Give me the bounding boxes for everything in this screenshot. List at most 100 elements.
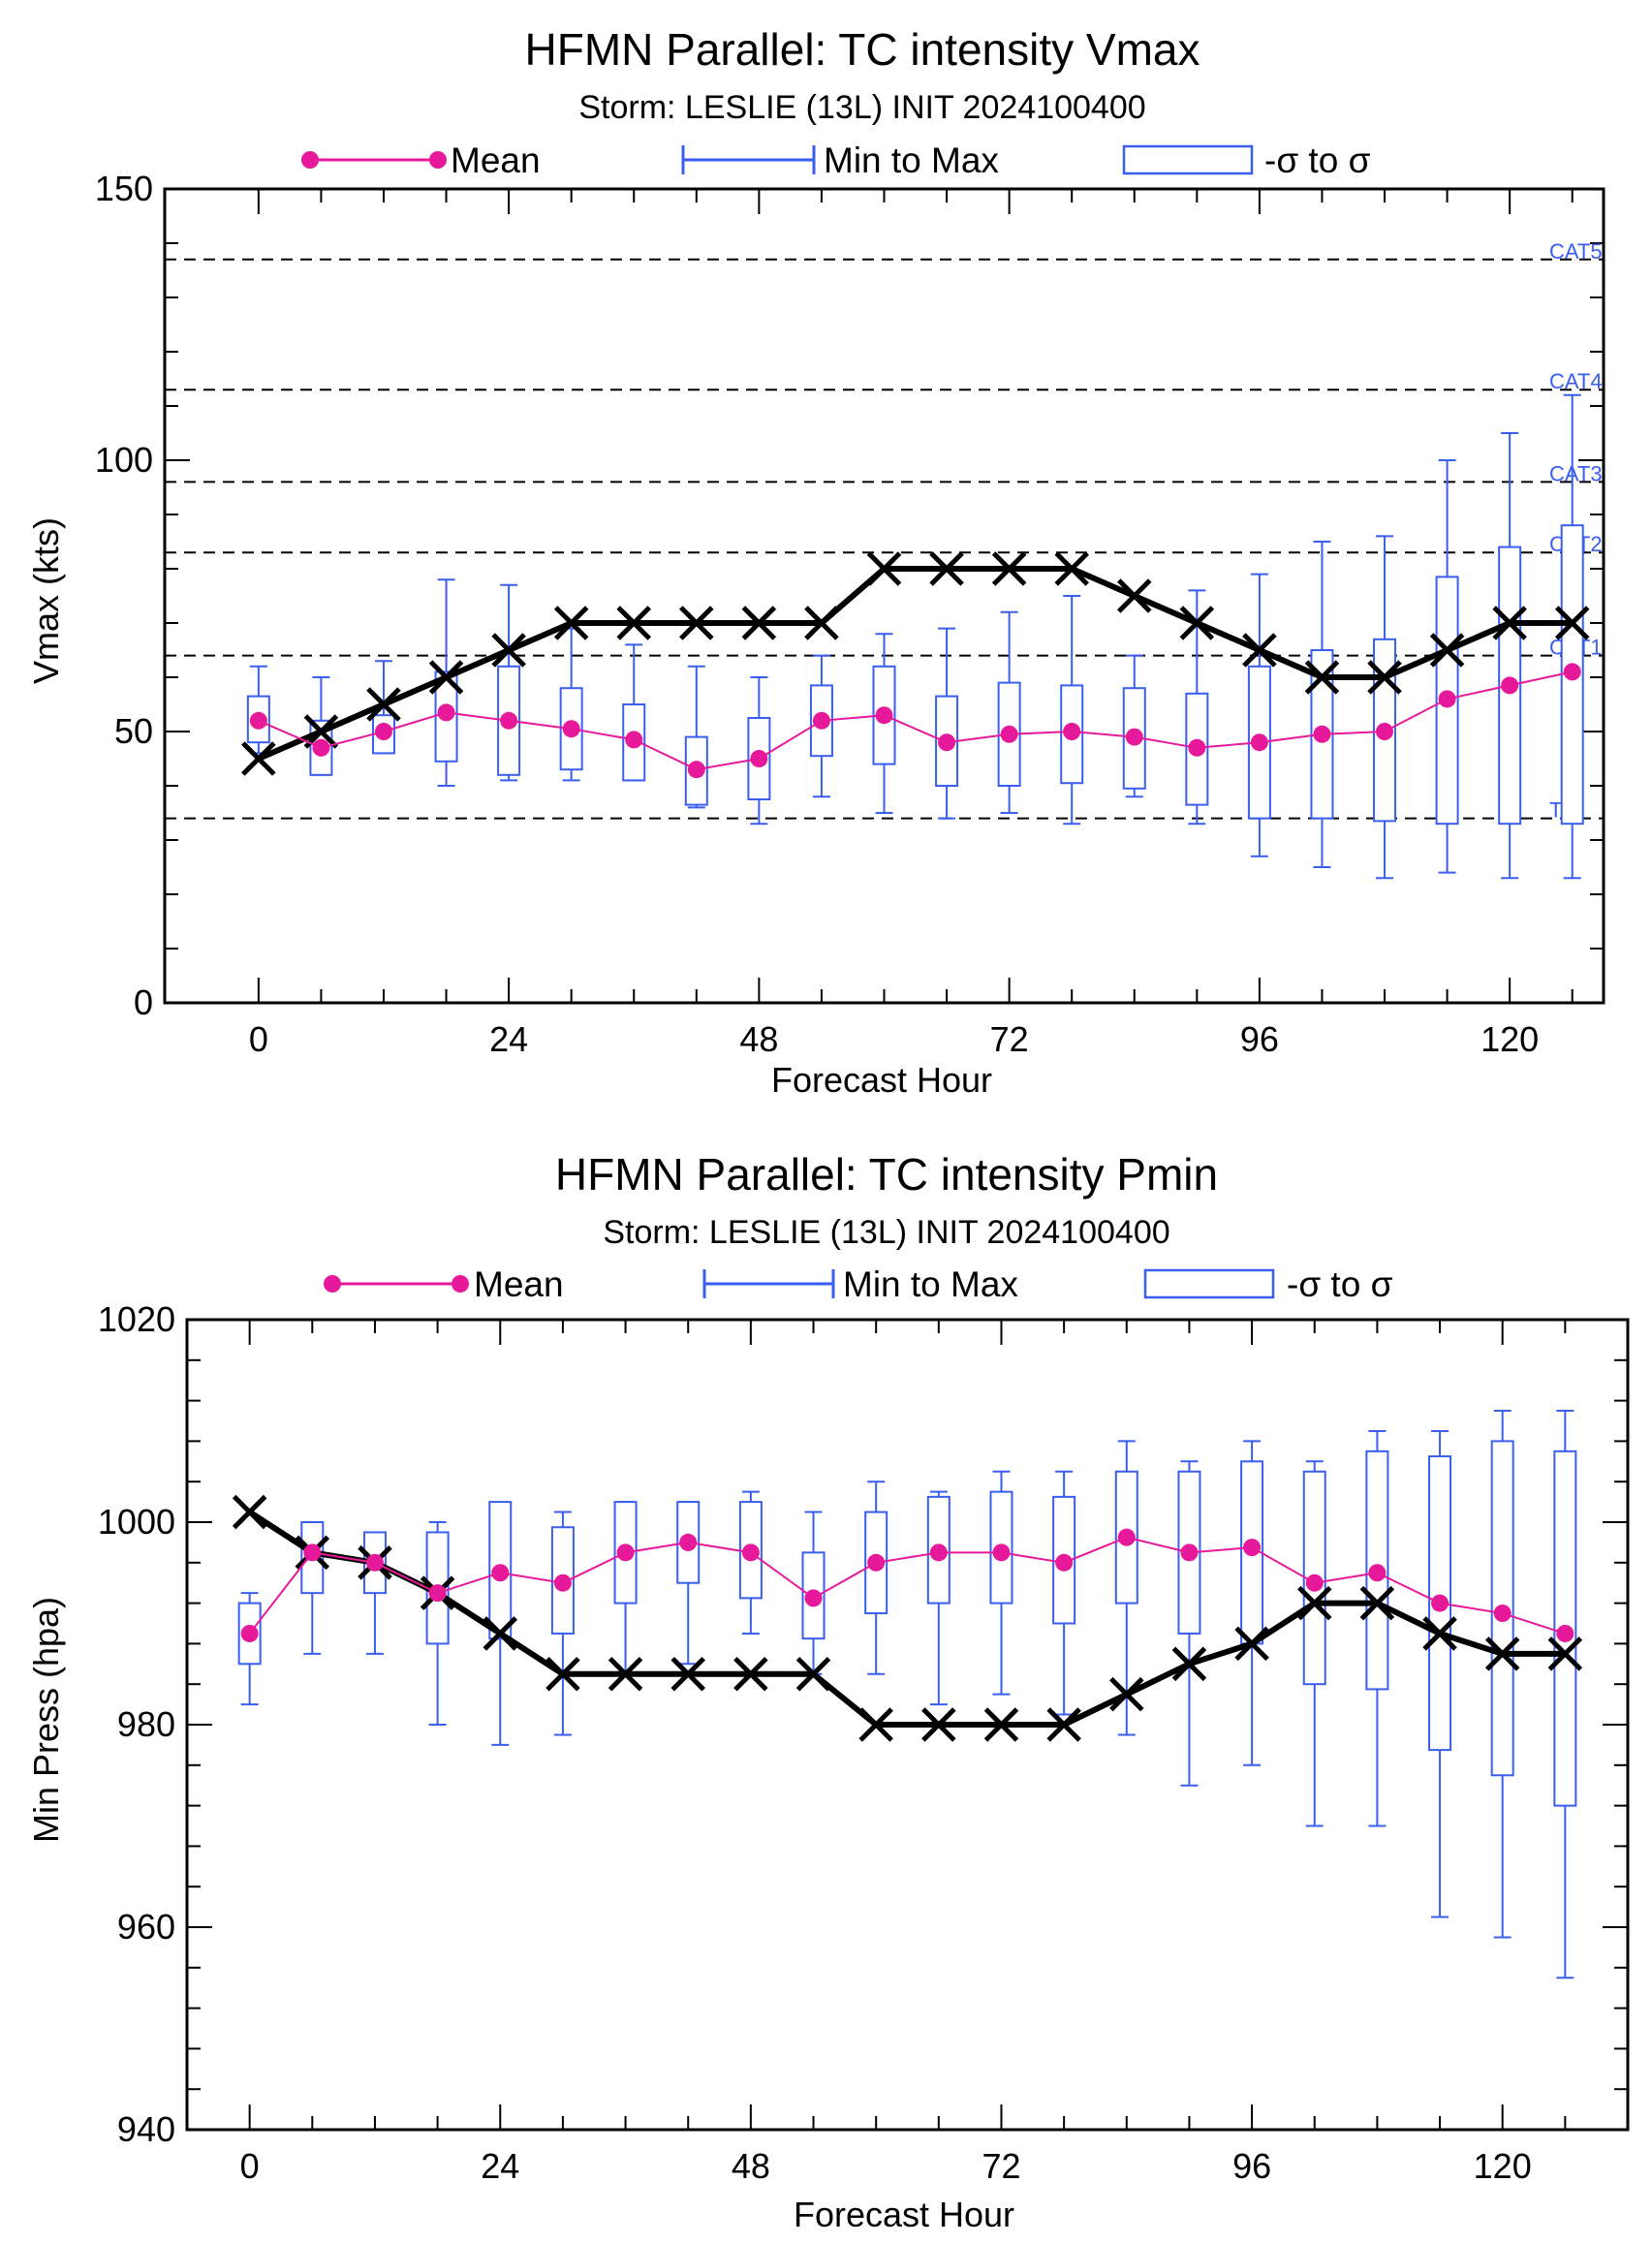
legend-sigma-label: -σ to σ <box>1287 1264 1393 1304</box>
chart-subtitle: Storm: LESLIE (13L) INIT 2024100400 <box>578 89 1145 126</box>
mean-point <box>553 1574 572 1592</box>
legend-sigma-box <box>1122 144 1254 175</box>
obs-marker <box>1422 1616 1457 1651</box>
x-tick-label: 48 <box>739 1019 778 1059</box>
mean-point <box>491 1564 510 1582</box>
obs-marker <box>545 1656 580 1692</box>
mean-point <box>249 711 267 730</box>
mean-point <box>562 720 580 738</box>
chart-subtitle: Storm: LESLIE (13L) INIT 2024100400 <box>603 1214 1169 1251</box>
obs-marker <box>866 551 902 586</box>
obs-line <box>248 1510 1566 1728</box>
mean-point <box>741 1543 760 1562</box>
x-tick-label: 72 <box>982 2146 1020 2186</box>
obs-marker <box>929 551 964 586</box>
x-tick-label: 120 <box>1474 2146 1532 2186</box>
y-tick-label: 100 <box>95 440 153 480</box>
mean-point <box>1243 1539 1262 1557</box>
x-axis-title: Forecast Hour <box>771 1060 992 1100</box>
obs-marker <box>483 1616 518 1651</box>
obs-marker <box>921 1707 956 1742</box>
mean-point <box>303 1543 322 1562</box>
mean-point <box>437 703 455 722</box>
obs-marker <box>1484 1636 1520 1671</box>
obs-line <box>257 566 1573 762</box>
obs-marker <box>491 633 526 668</box>
x-tick-label: 0 <box>249 1019 268 1059</box>
obs-marker <box>741 606 777 640</box>
legend: Mean Min to Max -σ to σ <box>324 1264 1393 1304</box>
legend-mean-label: Mean <box>474 1264 564 1304</box>
mean-point <box>1313 725 1331 743</box>
obs-marker <box>670 1656 705 1692</box>
obs-marker <box>1296 1585 1332 1621</box>
threshold-label: CAT5 <box>1549 239 1603 264</box>
obs-marker <box>1492 606 1527 640</box>
y-tick-label: 0 <box>134 982 153 1022</box>
mean-point <box>312 738 330 757</box>
obs-marker <box>1429 633 1465 668</box>
mean-point <box>1493 1605 1512 1623</box>
obs-marker <box>1109 1676 1144 1712</box>
legend-mean-marker <box>324 1275 341 1293</box>
obs-marker <box>1234 1626 1269 1662</box>
obs-marker <box>232 1494 267 1530</box>
obs-marker <box>1304 660 1340 695</box>
x-tick-label: 96 <box>1232 2146 1271 2186</box>
x-tick-label: 120 <box>1481 1019 1539 1059</box>
chart-title: HFMN Parallel: TC intensity Pmin <box>555 1149 1218 1200</box>
obs-marker <box>1179 606 1215 640</box>
obs-marker <box>804 606 839 640</box>
legend-mean-marker <box>301 151 319 169</box>
y-tick-label: 50 <box>114 711 153 751</box>
x-tick-label: 96 <box>1240 1019 1279 1059</box>
x-tick-label: 0 <box>240 2146 260 2186</box>
obs-marker <box>1547 1636 1583 1671</box>
mean-point <box>804 1589 823 1607</box>
mean-point <box>374 723 392 740</box>
mean-point <box>1125 728 1143 746</box>
legend-range-label: Min to Max <box>843 1264 1018 1304</box>
mean-point <box>992 1543 1011 1562</box>
mean-point <box>1563 663 1581 681</box>
y-tick-label: 940 <box>117 2109 175 2149</box>
obs-marker <box>991 551 1027 586</box>
plot-vmax: 050100150024487296120TSCAT1CAT2CAT3CAT4C… <box>95 169 1605 1059</box>
mean-point <box>625 731 643 749</box>
mean-point <box>616 1543 635 1562</box>
mean-line <box>258 670 1573 771</box>
obs-marker <box>1046 1707 1081 1742</box>
mean-point <box>1000 725 1018 743</box>
legend-sigma-box <box>1143 1268 1275 1299</box>
obs-marker <box>1359 1585 1395 1621</box>
mean-point <box>938 733 956 752</box>
x-tick-label: 24 <box>481 2146 519 2186</box>
legend-range-label: Min to Max <box>824 140 999 180</box>
y-tick-label: 1020 <box>98 1299 175 1339</box>
y-tick-label: 150 <box>95 169 153 208</box>
mean-point <box>687 761 705 779</box>
legend-mean-label: Mean <box>451 140 541 180</box>
mean-point <box>1438 690 1456 708</box>
mean-point <box>240 1624 259 1642</box>
y-axis-title: Vmax (kts) <box>26 517 66 684</box>
obs-marker <box>795 1656 831 1692</box>
mean-point <box>750 750 768 767</box>
plot-pmin: 940 960 980 1000 1020 0 24 48 72 96 120 <box>98 1299 1630 2186</box>
y-tick-label: 980 <box>117 1704 175 1744</box>
obs-marker <box>428 660 464 695</box>
mean-point <box>929 1543 948 1562</box>
obs-marker <box>608 1656 643 1692</box>
obs-marker <box>1054 551 1089 586</box>
mean-point <box>365 1553 384 1572</box>
mean-point <box>1305 1574 1324 1592</box>
plot-frame <box>163 187 1605 1005</box>
mean-point <box>1063 723 1081 740</box>
legend: Mean Min to Max -σ to σ <box>301 140 1371 180</box>
legend-mean-marker <box>429 151 447 169</box>
y-axis-title: Min Press (hpa) <box>26 1597 66 1843</box>
obs-marker <box>1554 606 1590 640</box>
obs-marker <box>303 714 339 749</box>
mean-point <box>875 706 893 725</box>
